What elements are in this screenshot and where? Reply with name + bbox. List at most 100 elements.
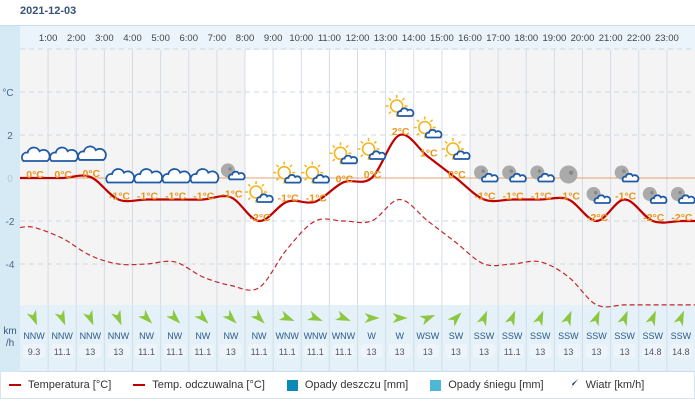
wind-arrow-icon: [589, 310, 600, 327]
wind-speed-badge: [51, 344, 74, 358]
wind-direction: WNW: [332, 331, 356, 341]
moon-cloud-icon: [530, 165, 555, 183]
wind-speed: 11.1: [251, 347, 268, 357]
wind-speed: 14.8: [644, 347, 662, 357]
weather-chart: °C 2 0 -2 -4 1:00 2:00 3:00 4:00 5:00 6:00 7:00 8:00…: [0, 25, 695, 372]
wind-direction: SSW: [586, 331, 607, 341]
wind-speed-badge: [163, 344, 186, 358]
hour-label: 20:00: [571, 33, 595, 44]
temperature-label: -1°C: [475, 191, 497, 203]
wind-speed-badge: [191, 344, 214, 358]
wind-speed-badge: [304, 344, 327, 358]
wind-speed: 13: [423, 347, 433, 357]
wind-arrow-icon: [533, 310, 544, 327]
wind-arrow-shape: [476, 310, 488, 327]
wind-arrow-icon: [673, 310, 684, 327]
wind-arrow-icon: [561, 310, 572, 327]
temperature-label: 0°C: [364, 169, 382, 181]
wind-direction: NW: [223, 331, 238, 341]
hour-label: 21:00: [599, 33, 623, 44]
sun-ray: [360, 140, 364, 144]
hour-label: 12:00: [346, 33, 370, 44]
moon-crater: [622, 169, 626, 173]
wind-speed-badge: [79, 344, 102, 358]
wind-speed: 11.1: [504, 347, 521, 357]
cloud-shape: [396, 107, 415, 117]
sun-ray: [416, 132, 420, 136]
cloud-shape: [340, 154, 359, 165]
feels-like-swatch: [133, 384, 146, 386]
wind-speed: 13: [563, 347, 573, 357]
legend-feels-like[interactable]: Temp. odczuwalna [°C]: [133, 379, 265, 391]
wind-speed: 11.1: [166, 347, 183, 357]
moon-cloud-icon: [474, 165, 499, 183]
sun-ray: [247, 197, 251, 201]
axis-tick: -2: [6, 217, 15, 228]
date-heading: 2021-12-03: [20, 5, 77, 17]
cloud-icon: [189, 168, 220, 184]
wind-direction: NW: [252, 331, 267, 341]
temperature-swatch: [9, 384, 21, 386]
wind-arrow-shape: [306, 310, 323, 322]
wind-speed-badge: [473, 344, 496, 358]
legend-wind[interactable]: Wiatr [km/h]: [566, 378, 644, 392]
wind-speed: 14.8: [672, 347, 690, 357]
wind-arrow-shape: [364, 313, 380, 323]
cloud-icon: [77, 145, 107, 161]
wind-arrow-shape: [166, 309, 181, 324]
hour-label: 9:00: [264, 33, 283, 44]
sun-ray: [401, 97, 405, 101]
legend-rain[interactable]: Opady deszczu [mm]: [286, 379, 408, 391]
sun-ray: [247, 183, 251, 187]
sun-cloud-icon: [329, 142, 359, 165]
sun-shape: [389, 99, 404, 113]
moon-cloud-icon: [502, 165, 527, 183]
wind-speed-badge: [669, 344, 692, 358]
wind-direction: NNW: [51, 331, 73, 341]
wind-arrow-icon: [568, 379, 578, 391]
wind-direction: NNW: [23, 331, 45, 341]
sun-cloud-icon: [413, 116, 443, 139]
cloud-shape: [161, 168, 192, 184]
sun-ray: [275, 177, 280, 181]
wind-arrow-shape: [392, 313, 408, 323]
wind-speed-badge: [557, 344, 580, 358]
wind-arrow-icon: [83, 309, 94, 326]
sun-ray: [317, 164, 321, 168]
hour-label: 6:00: [180, 33, 199, 44]
wind-direction: WNW: [275, 331, 299, 341]
axis-strip: [0, 25, 20, 372]
temperature-label: -1°C: [615, 191, 637, 203]
wind-direction: NNW: [80, 331, 102, 341]
wind-direction: SSW: [474, 331, 495, 341]
hour-label: 22:00: [627, 33, 651, 44]
sun-shape: [249, 185, 263, 199]
axis-unit: °C: [2, 88, 13, 99]
legend-temperature[interactable]: Temperatura [°C]: [9, 379, 111, 391]
wind-direction: NW: [195, 331, 210, 341]
cloud-icon: [21, 146, 51, 162]
wind-speed-badge: [388, 344, 411, 358]
wind-speed-badge: [219, 344, 242, 358]
wind-speed-badge: [585, 344, 608, 358]
wind-arrow-shape: [447, 312, 462, 327]
temperature-label: -1°C: [137, 191, 159, 203]
wind-arrow-shape: [645, 310, 656, 327]
wind-speed: 9.3: [28, 347, 41, 357]
cloud-shape: [77, 145, 107, 161]
moon-cloud-icon: [586, 187, 612, 204]
sun-ray: [388, 111, 392, 115]
wind-arrow-icon: [222, 309, 237, 324]
axis-tick: 0: [7, 174, 13, 185]
sun-shape: [446, 142, 460, 156]
moon-crater: [568, 170, 574, 175]
temperature-label: -1°C: [531, 191, 553, 203]
wind-speed: 11.1: [279, 347, 296, 357]
wind-speed: 13: [226, 347, 236, 357]
cloud-icon: [105, 168, 135, 184]
legend-snow[interactable]: Opady śniegu [mm]: [430, 379, 544, 391]
temperature-label: 0°C: [83, 168, 101, 180]
wind-direction: SSW: [614, 331, 635, 341]
cloud-shape: [649, 194, 668, 204]
wind-arrow-icon: [447, 312, 462, 327]
